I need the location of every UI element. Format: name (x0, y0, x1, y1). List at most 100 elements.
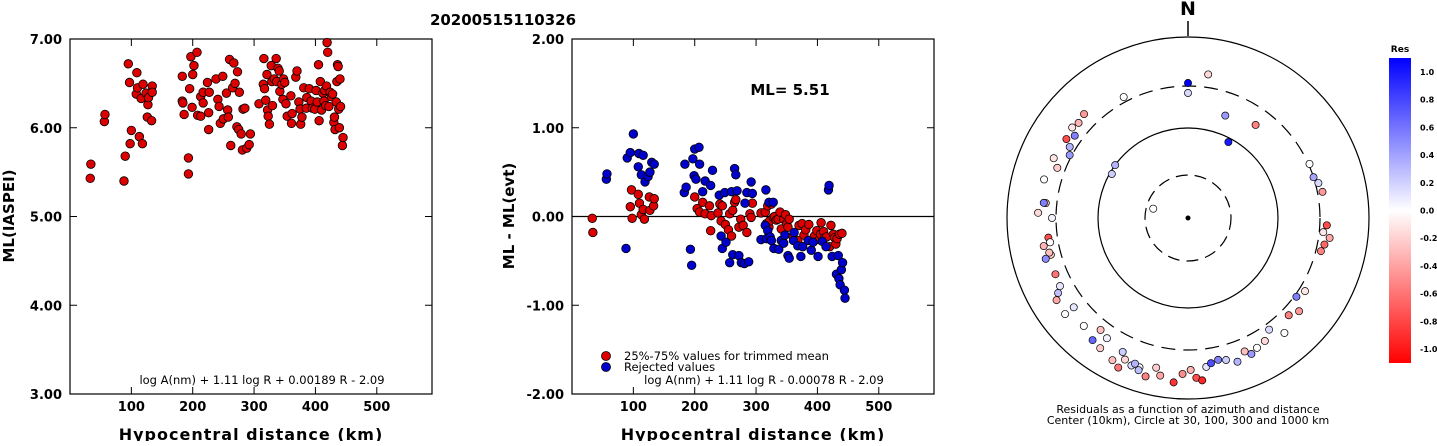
trimmed-point (746, 212, 756, 223)
station-point (1280, 328, 1289, 337)
data-point (138, 79, 148, 89)
rejected-point (680, 159, 690, 169)
rejected-point (724, 257, 735, 268)
station-point (1108, 356, 1117, 365)
station-point (1119, 93, 1128, 101)
trimmed-point (816, 218, 826, 228)
trimmed-point (627, 213, 637, 223)
data-point (314, 115, 324, 126)
rejected-point (705, 180, 716, 191)
data-point (124, 77, 135, 88)
rejected-point (633, 162, 643, 172)
data-point (322, 47, 333, 58)
station-point (1118, 347, 1127, 356)
rejected-point (688, 154, 698, 164)
trimmed-point (704, 201, 715, 211)
data-point (119, 176, 129, 186)
trimmed-point (705, 225, 716, 236)
y-axis-ticks: -2.00 -1.00 0.00 1.00 2.00 (527, 33, 934, 403)
data-point (204, 87, 214, 97)
rejected-point (686, 260, 697, 271)
data-point (261, 95, 271, 105)
y-axis-label: ML - ML(evt) (500, 163, 518, 269)
y-tick-label: 3.00 (30, 388, 62, 403)
caption-line-2: Center (10km), Circle at 30, 100, 300 an… (1047, 414, 1329, 427)
y-tick-label: 4.00 (30, 299, 62, 314)
rejected-point (806, 245, 816, 255)
colorbar-tick-label: 1.0 (1420, 68, 1435, 77)
rejected-point (731, 170, 741, 180)
trimmed-point (742, 227, 752, 238)
x-tick-label: 100 (620, 400, 647, 415)
caption-line-1: Residuals as a function of azimuth and d… (1056, 403, 1319, 416)
rejected-point (602, 169, 612, 179)
station-point (1247, 349, 1256, 358)
station-point (1040, 175, 1049, 184)
trimmed-point (587, 213, 597, 223)
station-point (1062, 135, 1071, 143)
station-point (1314, 179, 1323, 188)
station-point (1034, 208, 1043, 217)
station-point (1295, 307, 1304, 316)
station-point (1240, 347, 1249, 356)
x-tick-label: 400 (804, 400, 831, 415)
trimmed-point (626, 185, 637, 195)
trimmed-point (633, 189, 643, 200)
rejected-point (721, 237, 731, 247)
data-point (229, 58, 239, 68)
data-point (262, 69, 272, 80)
data-point (183, 153, 194, 163)
station-point (1198, 376, 1207, 385)
rejected-point (681, 182, 691, 192)
data-point (183, 169, 194, 179)
epicenter-marker (1185, 215, 1191, 221)
rejected-point (833, 250, 843, 261)
station-point (1222, 356, 1230, 364)
ring-1000km (1006, 36, 1370, 400)
data-point (335, 74, 345, 84)
rejected-point (685, 244, 696, 255)
data-point (188, 69, 198, 80)
station-point (1080, 110, 1089, 119)
station-point (1053, 163, 1062, 172)
station-point (1265, 325, 1274, 334)
azimuth-residual-panel: N Residuals as a function of azimuth and… (1006, 0, 1437, 427)
x-tick-label: 100 (118, 400, 145, 415)
rejected-point (780, 230, 790, 240)
data-point (178, 98, 188, 108)
data-point (286, 91, 296, 101)
y-tick-label: 2.00 (532, 33, 564, 48)
station-point (1305, 159, 1314, 168)
rejected-point (744, 257, 754, 267)
rejected-point (784, 253, 794, 263)
y-tick-label: 7.00 (30, 33, 62, 48)
data-point (338, 132, 348, 143)
data-point (125, 139, 135, 149)
rejected-point (768, 197, 778, 208)
station-point (1260, 337, 1269, 345)
station-point (1088, 336, 1097, 345)
station-point (1114, 363, 1123, 372)
y-tick-label: 5.00 (30, 211, 62, 226)
data-point (281, 99, 291, 109)
station-point (1320, 240, 1329, 249)
rejected-point (732, 186, 742, 196)
data-point (214, 101, 224, 112)
station-point (1045, 248, 1054, 257)
legend-marker-trimmed (601, 351, 611, 361)
station-point (1065, 151, 1074, 160)
formula-label: log A(nm) + 1.11 log R - 0.00078 R - 2.0… (644, 373, 884, 387)
rejected-point (746, 177, 756, 187)
station-point (1141, 372, 1150, 381)
rejected-point (694, 142, 704, 152)
data-point (232, 67, 243, 77)
trimmed-point (639, 214, 650, 224)
x-tick-label: 400 (302, 400, 329, 415)
station-point (1134, 366, 1143, 375)
station-point (1039, 198, 1048, 207)
trimmed-point (726, 231, 737, 241)
data-point (120, 151, 130, 161)
station-point (1041, 254, 1050, 263)
